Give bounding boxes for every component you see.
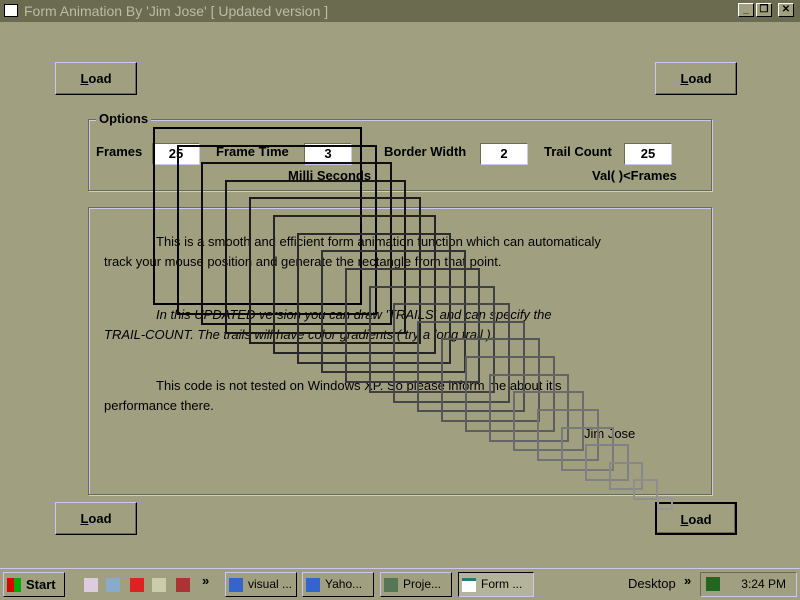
desc-p2b: TRAIL-COUNT. The trails will have color … [104,327,495,342]
ie-icon [229,578,243,592]
notepad-icon[interactable] [106,578,120,592]
vb-project-icon [384,578,398,592]
paint-brushes-icon[interactable] [84,578,98,592]
trail-count-input[interactable]: 25 [624,143,672,165]
desc-p3b: performance there. [104,398,214,413]
task-yahoo[interactable]: Yaho... [302,572,374,597]
project-icon[interactable] [152,578,166,592]
form-icon [462,578,476,592]
window-title: Form Animation By 'Jim Jose' [ Updated v… [24,3,329,19]
task-label: visual ... [248,577,293,591]
trail-count-label: Trail Count [544,144,612,159]
api-icon[interactable] [176,578,190,592]
label: oad [88,71,112,86]
desktop-toolbar[interactable]: Desktop [628,576,676,591]
desc-p1b: track your mouse position and generate t… [104,254,502,269]
title-bar: Form Animation By 'Jim Jose' [ Updated v… [0,0,800,22]
label: oad [688,71,712,86]
task-label: Proje... [403,577,442,591]
border-width-label: Border Width [384,144,467,159]
close-button[interactable]: ✕ [778,3,794,17]
task-label: Form ... [481,577,523,591]
frame-time-input[interactable]: 3 [304,143,352,165]
restore-button[interactable]: ❐ [756,3,772,17]
label: L [680,512,689,527]
ie-icon [306,578,320,592]
minimize-button[interactable]: _ [738,3,754,17]
more-chevron-icon[interactable]: » [202,573,210,588]
label: L [80,71,89,86]
system-tray: 3:24 PM [700,572,797,597]
author: Jim Jose [584,426,636,441]
load-button-top-right[interactable]: Load [655,62,737,95]
start-label: Start [26,577,56,592]
task-visual[interactable]: visual ... [225,572,297,597]
desc-p3: This code is not tested on Windows XP. S… [156,378,562,393]
frames-label: Frames [96,144,143,159]
options-frame [88,119,712,191]
border-width-input[interactable]: 2 [480,143,528,165]
load-button-top-left[interactable]: Load [55,62,137,95]
task-label: Yaho... [325,577,363,591]
taskbar: Start » visual ... Yaho... Proje... Form… [0,568,800,600]
task-form[interactable]: Form ... [458,572,534,597]
desc-p2: In this UPDATED version you can draw 'TR… [156,307,552,322]
frame-time-label: Frame Time [216,144,289,159]
task-project[interactable]: Proje... [380,572,452,597]
milli-seconds-label: Milli Seconds [288,168,372,183]
network-icon[interactable] [706,577,720,591]
label: L [80,511,89,526]
description-frame [88,207,712,495]
clock[interactable]: 3:24 PM [741,577,786,591]
acrobat-icon[interactable] [130,578,144,592]
load-button-bottom-left[interactable]: Load [55,502,137,535]
label: L [680,71,689,86]
frames-input[interactable]: 25 [152,143,200,165]
label: oad [88,511,112,526]
desc-p1: This is a smooth and efficient form anim… [156,234,601,249]
label: oad [688,512,712,527]
windows-logo-icon [7,578,21,592]
desktop-chevron-icon[interactable]: » [684,573,692,588]
trail-count-note: Val( )<Frames [592,168,677,183]
options-legend: Options [96,111,152,126]
start-button[interactable]: Start [3,572,65,597]
app-icon [4,4,18,17]
load-button-bottom-right[interactable]: Load [655,502,737,535]
